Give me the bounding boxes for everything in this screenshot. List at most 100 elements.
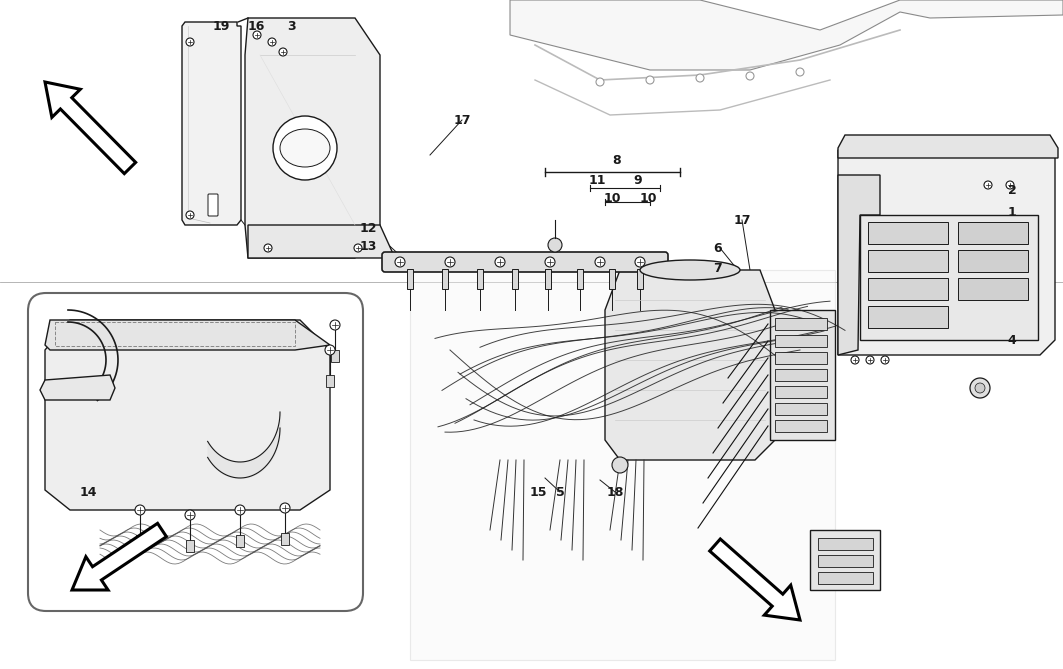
Text: 16: 16 [248,21,265,33]
Bar [819,555,873,567]
Circle shape [185,510,195,520]
Bar [477,269,483,289]
Polygon shape [182,22,241,225]
Bar [186,540,195,552]
Circle shape [1006,181,1014,189]
Text: 12: 12 [359,221,376,235]
Text: 19: 19 [213,21,230,33]
Circle shape [971,378,990,398]
Bar [609,269,615,289]
Bar [136,535,144,547]
Bar [958,222,1028,244]
Bar [819,572,873,584]
Bar [868,278,948,300]
Bar [868,306,948,328]
Bar [775,386,827,398]
FancyBboxPatch shape [28,293,362,611]
Bar [868,222,948,244]
Circle shape [545,257,555,267]
Circle shape [595,257,605,267]
Text: 1: 1 [1008,205,1016,219]
Circle shape [796,68,804,76]
Text: 7: 7 [713,262,723,274]
Polygon shape [838,150,1054,355]
Text: 9: 9 [634,173,642,187]
Bar [545,269,551,289]
Bar [442,269,448,289]
Text: 11: 11 [588,173,606,187]
Circle shape [186,38,195,46]
Polygon shape [838,175,880,355]
Circle shape [635,257,645,267]
Bar [331,350,339,362]
Text: 5: 5 [556,486,564,498]
Circle shape [696,74,704,82]
Bar [775,420,827,432]
Circle shape [445,257,455,267]
Circle shape [253,31,261,39]
Polygon shape [45,320,330,350]
Text: 13: 13 [359,240,376,252]
Bar [637,269,643,289]
Polygon shape [860,215,1037,340]
Bar [775,318,827,330]
Bar [236,535,244,547]
Circle shape [746,72,754,80]
Polygon shape [510,0,1063,70]
Bar [819,538,873,550]
Polygon shape [410,270,836,660]
Circle shape [549,238,562,252]
Text: 17: 17 [733,213,750,227]
Text: 18: 18 [606,486,624,498]
Text: 8: 8 [612,153,621,167]
Circle shape [395,257,405,267]
Text: 10: 10 [639,191,657,205]
Bar [775,352,827,364]
FancyBboxPatch shape [382,252,668,272]
Circle shape [135,505,145,515]
Text: 14: 14 [80,486,97,498]
Circle shape [330,320,340,330]
Text: 3: 3 [288,21,297,33]
Circle shape [984,181,992,189]
Bar [407,269,414,289]
Bar [868,250,948,272]
Bar [775,403,827,415]
Circle shape [866,356,874,364]
Circle shape [646,76,654,84]
Polygon shape [45,320,330,510]
Circle shape [279,48,287,56]
Text: 4: 4 [1008,334,1016,347]
Circle shape [975,383,985,393]
Circle shape [273,116,337,180]
Circle shape [612,457,628,473]
FancyBboxPatch shape [208,194,218,216]
Bar [958,250,1028,272]
Bar [326,375,334,387]
Ellipse shape [280,129,330,167]
Polygon shape [605,270,775,460]
Polygon shape [244,18,379,258]
Polygon shape [40,375,115,400]
Bar [55,322,296,346]
Polygon shape [710,539,800,620]
Circle shape [495,257,505,267]
Circle shape [268,38,276,46]
Polygon shape [45,82,136,174]
Circle shape [325,345,335,355]
Circle shape [881,356,889,364]
Bar [775,335,827,347]
Text: 15: 15 [529,486,546,498]
Polygon shape [810,530,880,590]
Bar [577,269,583,289]
Text: 2: 2 [1008,183,1016,197]
Text: 17: 17 [453,114,471,126]
Bar [281,533,289,545]
Polygon shape [72,523,167,590]
Circle shape [354,244,362,252]
Circle shape [264,244,272,252]
Circle shape [596,78,604,86]
Text: 6: 6 [713,242,723,254]
Circle shape [851,356,859,364]
Bar [958,278,1028,300]
